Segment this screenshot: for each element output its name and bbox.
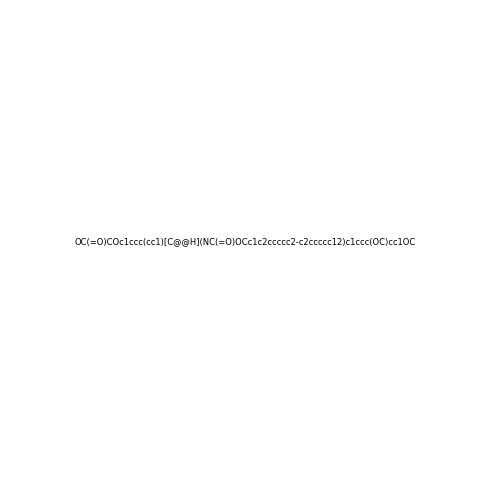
Text: OC(=O)COc1ccc(cc1)[C@@H](NC(=O)OCc1c2ccccc2-c2ccccc12)c1ccc(OC)cc1OC: OC(=O)COc1ccc(cc1)[C@@H](NC(=O)OCc1c2ccc… <box>75 238 416 246</box>
